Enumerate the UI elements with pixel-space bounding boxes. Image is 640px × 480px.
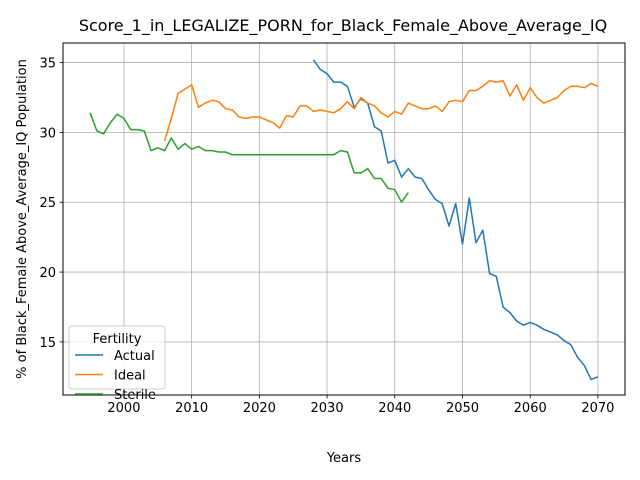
chart-title: Score_1_in_LEGALIZE_PORN_for_Black_Femal… <box>79 16 607 36</box>
x-tick-label: 2000 <box>107 401 140 416</box>
legend-title: Fertility <box>93 332 142 347</box>
legend-label-actual: Actual <box>114 349 155 364</box>
y-tick-label: 15 <box>39 336 56 351</box>
x-axis-label: Years <box>326 451 362 466</box>
x-tick-label: 2030 <box>311 401 344 416</box>
x-tick-label: 2050 <box>446 401 479 416</box>
y-tick-label: 20 <box>39 266 56 281</box>
x-tick-label: 2060 <box>514 401 547 416</box>
y-tick-label: 25 <box>39 196 56 211</box>
y-tick-label: 30 <box>39 126 56 141</box>
y-axis-label: % of Black_Female Above_Average_IQ Popul… <box>15 59 30 379</box>
legend-label-ideal: Ideal <box>114 369 146 384</box>
x-tick-label: 2020 <box>243 401 276 416</box>
x-tick-label: 2070 <box>581 401 614 416</box>
y-tick-label: 35 <box>39 57 56 72</box>
legend-label-sterile: Sterile <box>114 388 156 403</box>
x-tick-label: 2040 <box>378 401 411 416</box>
x-tick-label: 2010 <box>175 401 208 416</box>
